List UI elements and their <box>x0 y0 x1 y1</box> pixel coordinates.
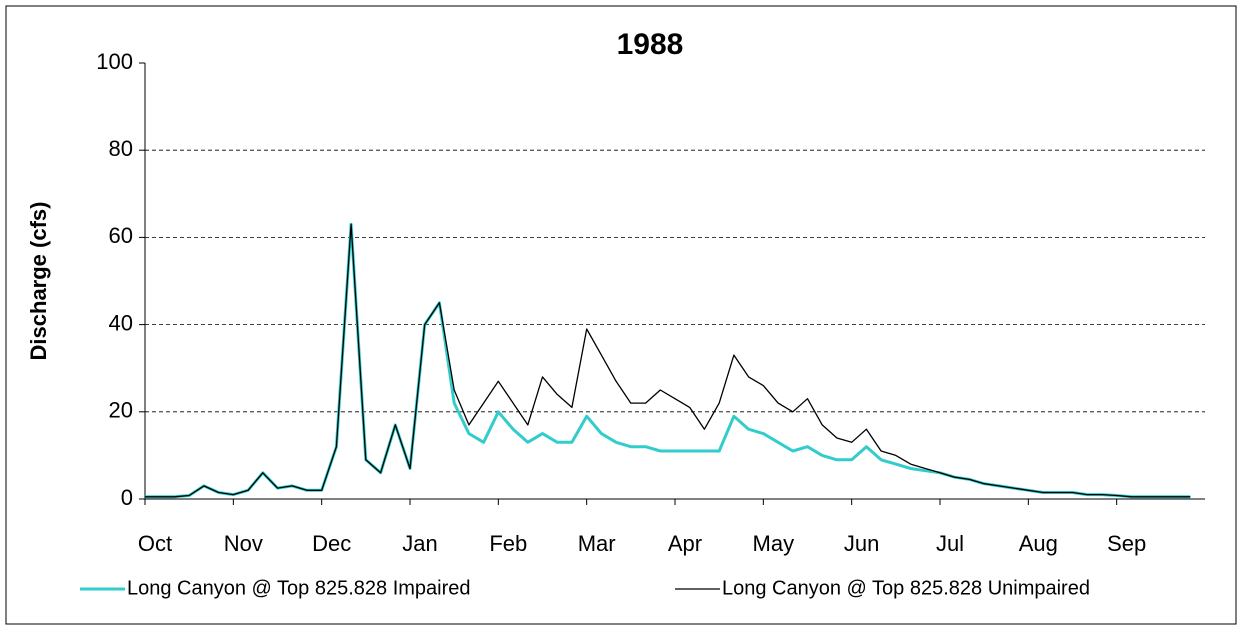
legend-label: Long Canyon @ Top 825.828 Unimpaired <box>722 577 1090 599</box>
x-tick-label: Dec <box>312 531 351 556</box>
y-tick-label: 60 <box>109 223 133 248</box>
x-tick-label: Feb <box>489 531 527 556</box>
x-tick-label: Aug <box>1019 531 1058 556</box>
chart-title: 1988 <box>617 28 684 61</box>
x-tick-label: Jun <box>844 531 879 556</box>
chart-frame <box>5 5 1237 625</box>
x-tick-label: Sep <box>1107 531 1146 556</box>
y-tick-label: 40 <box>109 310 133 335</box>
series-line <box>145 223 1191 498</box>
x-tick-label: Jul <box>936 531 964 556</box>
x-tick-label: Jan <box>402 531 437 556</box>
y-axis-label: Discharge (cfs) <box>26 202 51 361</box>
y-tick-label: 20 <box>109 398 133 423</box>
y-tick-label: 0 <box>121 485 133 510</box>
legend-label: Long Canyon @ Top 825.828 Impaired <box>127 577 471 599</box>
x-tick-label: Apr <box>668 531 702 556</box>
y-tick-label: 80 <box>109 136 133 161</box>
x-tick-label: May <box>753 531 795 556</box>
x-tick-label: Nov <box>224 531 263 556</box>
x-tick-label: Mar <box>578 531 616 556</box>
y-tick-label: 100 <box>96 49 133 74</box>
x-tick-label: Oct <box>138 531 172 556</box>
